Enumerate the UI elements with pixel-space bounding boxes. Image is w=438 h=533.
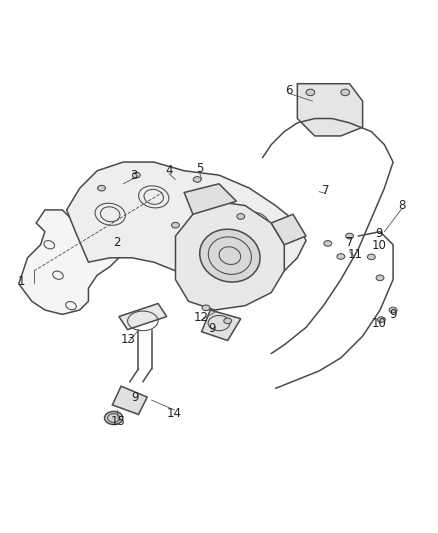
- Ellipse shape: [224, 318, 232, 324]
- Text: 7: 7: [346, 236, 353, 249]
- Ellipse shape: [324, 240, 332, 246]
- Text: 14: 14: [167, 407, 182, 419]
- Polygon shape: [67, 162, 306, 284]
- Ellipse shape: [202, 305, 210, 311]
- Text: 8: 8: [398, 199, 406, 212]
- Text: 7: 7: [322, 184, 329, 197]
- Ellipse shape: [367, 254, 375, 260]
- Ellipse shape: [200, 229, 260, 282]
- Text: 10: 10: [372, 239, 387, 252]
- Ellipse shape: [105, 411, 123, 424]
- Ellipse shape: [193, 176, 201, 182]
- Ellipse shape: [337, 254, 345, 260]
- Polygon shape: [119, 303, 167, 329]
- Ellipse shape: [346, 233, 353, 239]
- Text: 4: 4: [165, 164, 173, 177]
- Ellipse shape: [306, 89, 315, 96]
- Text: 2: 2: [113, 236, 120, 249]
- Ellipse shape: [341, 89, 350, 96]
- Text: 13: 13: [121, 333, 136, 346]
- Text: 9: 9: [389, 308, 397, 321]
- Ellipse shape: [132, 172, 140, 178]
- Polygon shape: [19, 210, 141, 314]
- Ellipse shape: [389, 307, 397, 313]
- Text: 9: 9: [132, 391, 139, 405]
- Ellipse shape: [172, 222, 180, 228]
- Text: 9: 9: [375, 228, 383, 240]
- Polygon shape: [201, 310, 241, 341]
- Ellipse shape: [98, 185, 106, 191]
- Text: 3: 3: [131, 168, 138, 182]
- Polygon shape: [297, 84, 363, 136]
- Ellipse shape: [376, 275, 384, 281]
- Text: 10: 10: [372, 318, 387, 330]
- Text: 12: 12: [193, 311, 208, 324]
- Polygon shape: [176, 201, 284, 310]
- Text: 9: 9: [208, 322, 215, 335]
- Ellipse shape: [237, 214, 245, 219]
- Polygon shape: [113, 386, 147, 415]
- Polygon shape: [184, 184, 237, 214]
- Text: 1: 1: [17, 275, 25, 288]
- Ellipse shape: [378, 317, 385, 322]
- Polygon shape: [271, 214, 306, 245]
- Text: 11: 11: [347, 248, 362, 261]
- Text: 6: 6: [285, 84, 293, 96]
- Text: 5: 5: [196, 162, 203, 175]
- Text: 15: 15: [110, 415, 125, 429]
